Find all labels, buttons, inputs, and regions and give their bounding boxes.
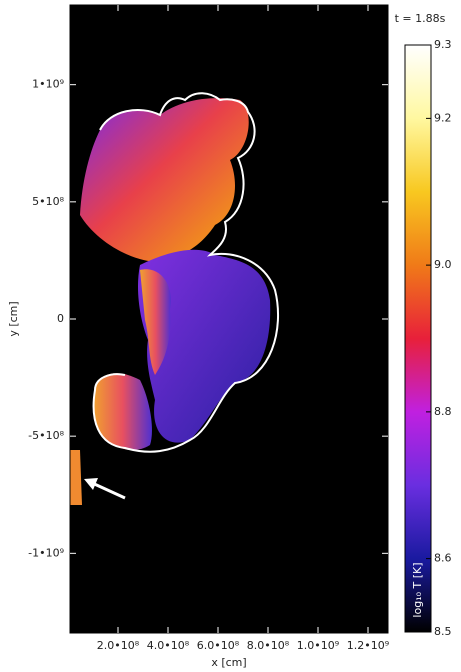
x-tick-label: 6.0•10⁸ bbox=[197, 639, 240, 652]
y-tick-label: -1•10⁹ bbox=[28, 546, 64, 559]
colorbar bbox=[404, 44, 432, 633]
temperature-field bbox=[70, 92, 279, 505]
colorbar-tick-label: 8.6 bbox=[434, 552, 452, 565]
colorbar-tick-label: 9.2 bbox=[434, 111, 452, 124]
colorbar-tick-label: 8.5 bbox=[434, 625, 452, 638]
x-tick-label: 2.0•10⁸ bbox=[97, 639, 140, 652]
time-annotation: t = 1.88s bbox=[395, 12, 446, 25]
y-tick-label: 1•10⁹ bbox=[32, 78, 64, 91]
colorbar-tick-label: 9.0 bbox=[434, 258, 452, 271]
colorbar-tick-label: 9.3 bbox=[434, 38, 452, 51]
y-axis-label: y [cm] bbox=[7, 301, 20, 336]
y-tick-label: 5•10⁸ bbox=[32, 195, 64, 208]
y-tick-label: -5•10⁸ bbox=[28, 429, 64, 442]
colorbar-tick-label: 8.8 bbox=[434, 405, 452, 418]
colorbar-label: log₁₀ T [K] bbox=[411, 562, 424, 617]
x-tick-label: 1.0•10⁹ bbox=[297, 639, 339, 652]
x-tick-label: 8.0•10⁸ bbox=[247, 639, 290, 652]
x-tick-label: 4.0•10⁸ bbox=[147, 639, 190, 652]
x-axis-label: x [cm] bbox=[211, 656, 246, 669]
y-tick-label: 0 bbox=[57, 312, 64, 325]
x-tick-label: 1.2•10⁹ bbox=[347, 639, 389, 652]
